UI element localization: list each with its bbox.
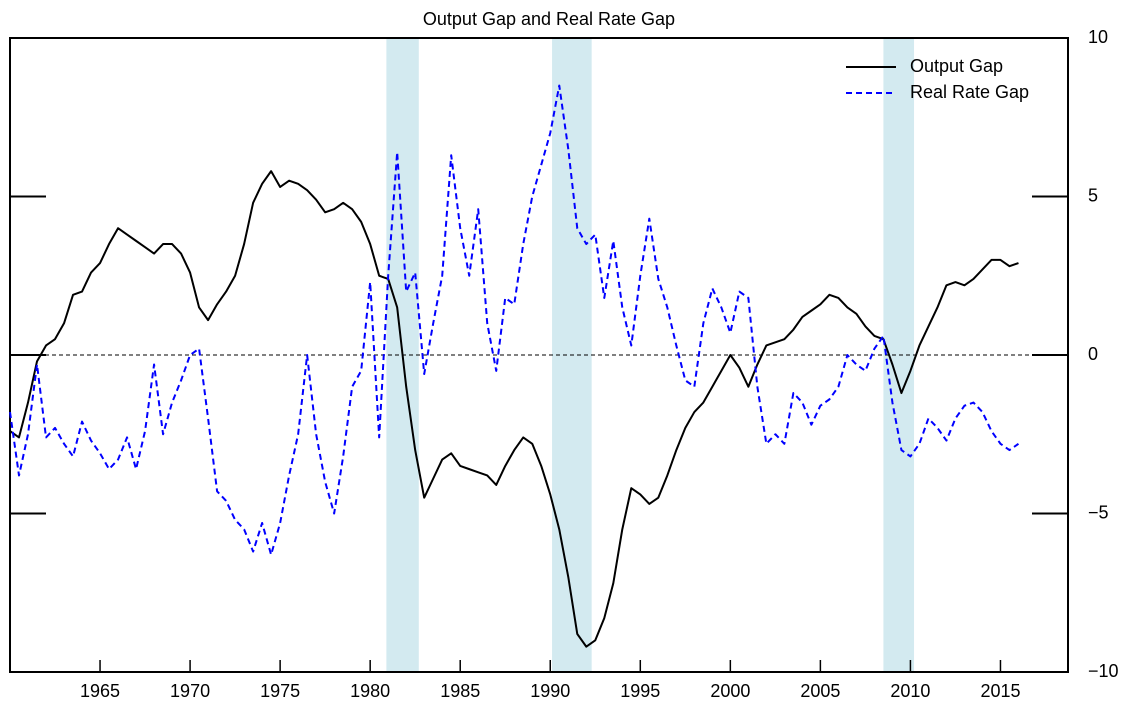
- chart-title: Output Gap and Real Rate Gap: [423, 9, 675, 29]
- x-tick-label: 1980: [350, 681, 390, 701]
- y-tick-label: 0: [1088, 344, 1098, 364]
- x-tick-label: 1985: [440, 681, 480, 701]
- x-tick-label: 2010: [890, 681, 930, 701]
- legend-label: Real Rate Gap: [910, 82, 1029, 102]
- series-line: [9, 170, 1019, 648]
- y-tick-label: 10: [1088, 27, 1108, 47]
- y-tick-label: −5: [1088, 502, 1109, 522]
- x-tick-label: 1975: [260, 681, 300, 701]
- y-tick-label: −10: [1088, 661, 1119, 681]
- x-tick-label: 2015: [980, 681, 1020, 701]
- legend-label: Output Gap: [910, 56, 1003, 76]
- x-tick-label: 1990: [530, 681, 570, 701]
- series-line: [9, 84, 1020, 556]
- x-tick-label: 2000: [710, 681, 750, 701]
- x-tick-label: 1995: [620, 681, 660, 701]
- x-tick-label: 2005: [800, 681, 840, 701]
- y-tick-label: 5: [1088, 185, 1098, 205]
- x-tick-label: 1965: [80, 681, 120, 701]
- x-tick-label: 1970: [170, 681, 210, 701]
- plot-frame: [9, 37, 1069, 673]
